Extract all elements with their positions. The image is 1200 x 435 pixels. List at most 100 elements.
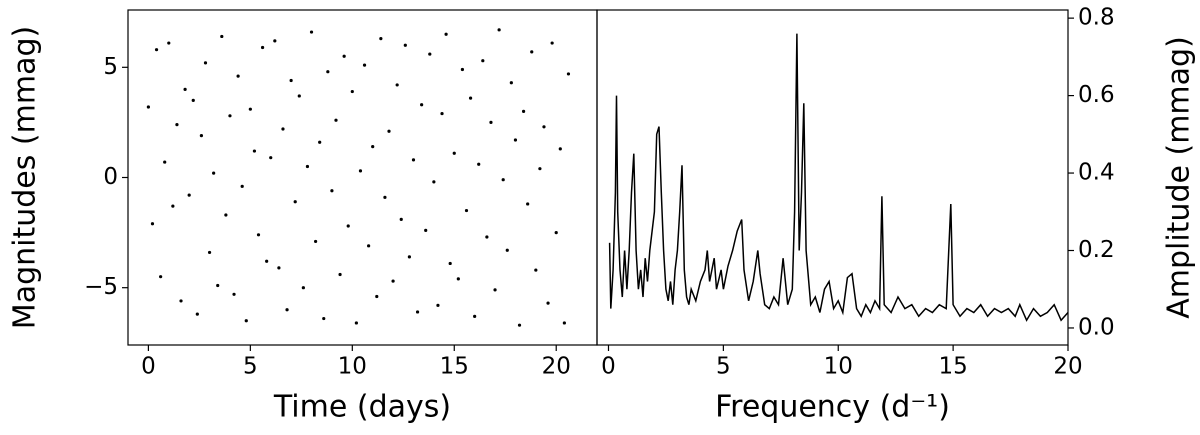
data-point bbox=[309, 30, 314, 34]
x-tick-label: 20 bbox=[542, 354, 571, 380]
data-point bbox=[191, 98, 195, 102]
data-point bbox=[260, 45, 265, 50]
x-axis-label: Frequency (d⁻¹) bbox=[715, 390, 950, 425]
data-point bbox=[330, 189, 334, 193]
data-point bbox=[424, 228, 428, 232]
data-point bbox=[150, 222, 155, 226]
data-point bbox=[248, 107, 252, 111]
y-tick-label: 0.0 bbox=[1078, 314, 1115, 340]
data-point bbox=[305, 164, 310, 169]
x-tick-label: 15 bbox=[938, 354, 967, 380]
data-point bbox=[493, 288, 497, 292]
data-point bbox=[407, 255, 411, 259]
plot-frame bbox=[596, 9, 1069, 346]
data-point bbox=[256, 233, 261, 237]
data-point bbox=[154, 48, 159, 52]
data-point bbox=[163, 160, 167, 164]
data-point bbox=[509, 81, 513, 85]
data-point bbox=[452, 151, 456, 155]
data-point bbox=[175, 123, 179, 127]
data-point bbox=[183, 87, 187, 91]
data-point bbox=[297, 94, 301, 98]
y-tick-label: 0.2 bbox=[1078, 237, 1115, 263]
data-point bbox=[379, 37, 383, 41]
data-point bbox=[244, 319, 248, 323]
x-tick-label: 5 bbox=[716, 354, 731, 380]
x-tick-label: 10 bbox=[338, 354, 367, 380]
data-point bbox=[387, 129, 391, 133]
data-point bbox=[436, 303, 440, 307]
y-tick-label: 0.4 bbox=[1078, 160, 1115, 186]
data-point bbox=[566, 72, 571, 76]
data-point bbox=[546, 301, 550, 305]
x-tick-label: 5 bbox=[243, 354, 258, 380]
data-point bbox=[420, 103, 424, 107]
data-point bbox=[199, 134, 204, 138]
data-point bbox=[456, 277, 460, 281]
data-point bbox=[195, 312, 199, 316]
data-point bbox=[542, 125, 546, 129]
data-point bbox=[179, 299, 183, 303]
data-point bbox=[468, 96, 473, 100]
data-point bbox=[534, 268, 538, 272]
plot-frame bbox=[127, 9, 598, 346]
data-point bbox=[399, 217, 403, 221]
data-point bbox=[314, 239, 318, 244]
y-axis-label: Magnitudes (mmag) bbox=[8, 26, 43, 329]
data-point bbox=[232, 292, 236, 296]
data-point bbox=[318, 140, 322, 144]
data-point bbox=[167, 41, 171, 45]
data-point bbox=[281, 127, 285, 131]
data-point bbox=[371, 145, 375, 149]
data-point bbox=[187, 193, 191, 197]
data-point bbox=[362, 63, 367, 67]
data-point bbox=[346, 224, 350, 228]
data-point bbox=[252, 149, 257, 153]
y-tick-label: 0.6 bbox=[1078, 82, 1115, 108]
y-axis-label: Amplitude (mmag) bbox=[1162, 36, 1197, 319]
x-tick-label: 10 bbox=[824, 354, 853, 380]
data-point bbox=[293, 200, 297, 204]
data-point bbox=[448, 261, 452, 266]
data-point bbox=[171, 204, 175, 208]
data-point bbox=[289, 78, 293, 83]
data-point bbox=[391, 279, 395, 283]
data-point bbox=[273, 39, 277, 43]
data-point bbox=[440, 111, 444, 116]
data-point bbox=[444, 32, 448, 36]
data-point bbox=[338, 272, 342, 277]
y-tick-label: 0.8 bbox=[1078, 5, 1115, 31]
data-point bbox=[240, 184, 244, 188]
data-point bbox=[269, 156, 273, 160]
data-point bbox=[477, 162, 481, 166]
data-point bbox=[554, 230, 558, 235]
data-point bbox=[526, 202, 530, 206]
data-point bbox=[236, 74, 240, 78]
y-tick-label: 0 bbox=[103, 164, 118, 190]
x-tick-label: 0 bbox=[141, 354, 156, 380]
data-point bbox=[521, 109, 526, 113]
data-point bbox=[395, 83, 399, 87]
x-tick-label: 15 bbox=[440, 354, 469, 380]
data-point bbox=[460, 67, 465, 72]
data-point bbox=[501, 178, 505, 182]
data-point bbox=[224, 213, 228, 217]
data-point bbox=[212, 171, 216, 175]
data-point bbox=[513, 138, 518, 142]
x-tick-label: 0 bbox=[601, 354, 616, 380]
data-point bbox=[517, 323, 522, 327]
data-point bbox=[220, 34, 224, 39]
data-point bbox=[146, 105, 150, 109]
data-point bbox=[538, 167, 542, 171]
data-point bbox=[342, 54, 346, 58]
data-point bbox=[403, 43, 407, 47]
data-point bbox=[489, 120, 493, 125]
data-point bbox=[334, 118, 338, 122]
data-point bbox=[322, 316, 326, 321]
data-point bbox=[277, 266, 281, 270]
data-point bbox=[383, 195, 387, 199]
y-tick-label: 5 bbox=[103, 54, 118, 80]
data-point bbox=[558, 147, 562, 151]
data-point bbox=[367, 244, 371, 248]
